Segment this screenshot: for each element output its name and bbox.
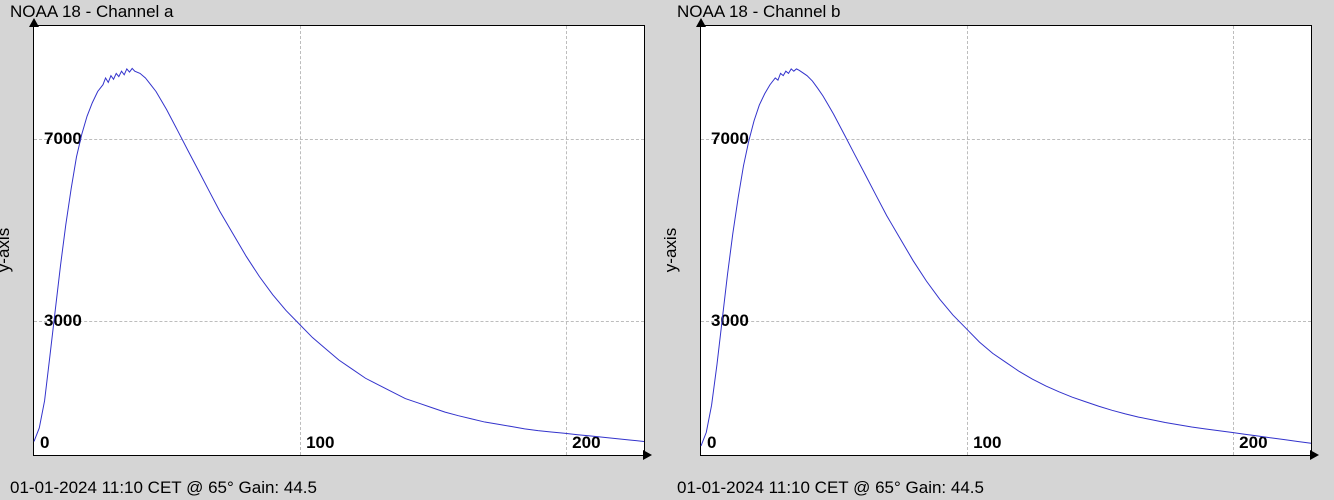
panels-container: NOAA 18 - Channel a y-axis 0100200300070… bbox=[0, 0, 1334, 500]
panel-b-plot: 010020030007000 bbox=[700, 25, 1312, 456]
data-curve bbox=[701, 26, 1311, 455]
y-axis-arrow-icon bbox=[29, 18, 39, 27]
data-curve bbox=[34, 26, 644, 455]
x-axis-arrow-icon bbox=[1310, 450, 1319, 460]
panel-a-footer: 01-01-2024 11:10 CET @ 65° Gain: 44.5 bbox=[10, 478, 317, 498]
panel-channel-b: NOAA 18 - Channel b y-axis 0100200300070… bbox=[667, 0, 1334, 500]
panel-b-ylabel: y-axis bbox=[661, 228, 681, 272]
panel-b-footer: 01-01-2024 11:10 CET @ 65° Gain: 44.5 bbox=[677, 478, 984, 498]
panel-a-ylabel: y-axis bbox=[0, 228, 14, 272]
panel-channel-a: NOAA 18 - Channel a y-axis 0100200300070… bbox=[0, 0, 667, 500]
x-axis-arrow-icon bbox=[643, 450, 652, 460]
panel-a-plot: 010020030007000 bbox=[33, 25, 645, 456]
y-axis-arrow-icon bbox=[696, 18, 706, 27]
